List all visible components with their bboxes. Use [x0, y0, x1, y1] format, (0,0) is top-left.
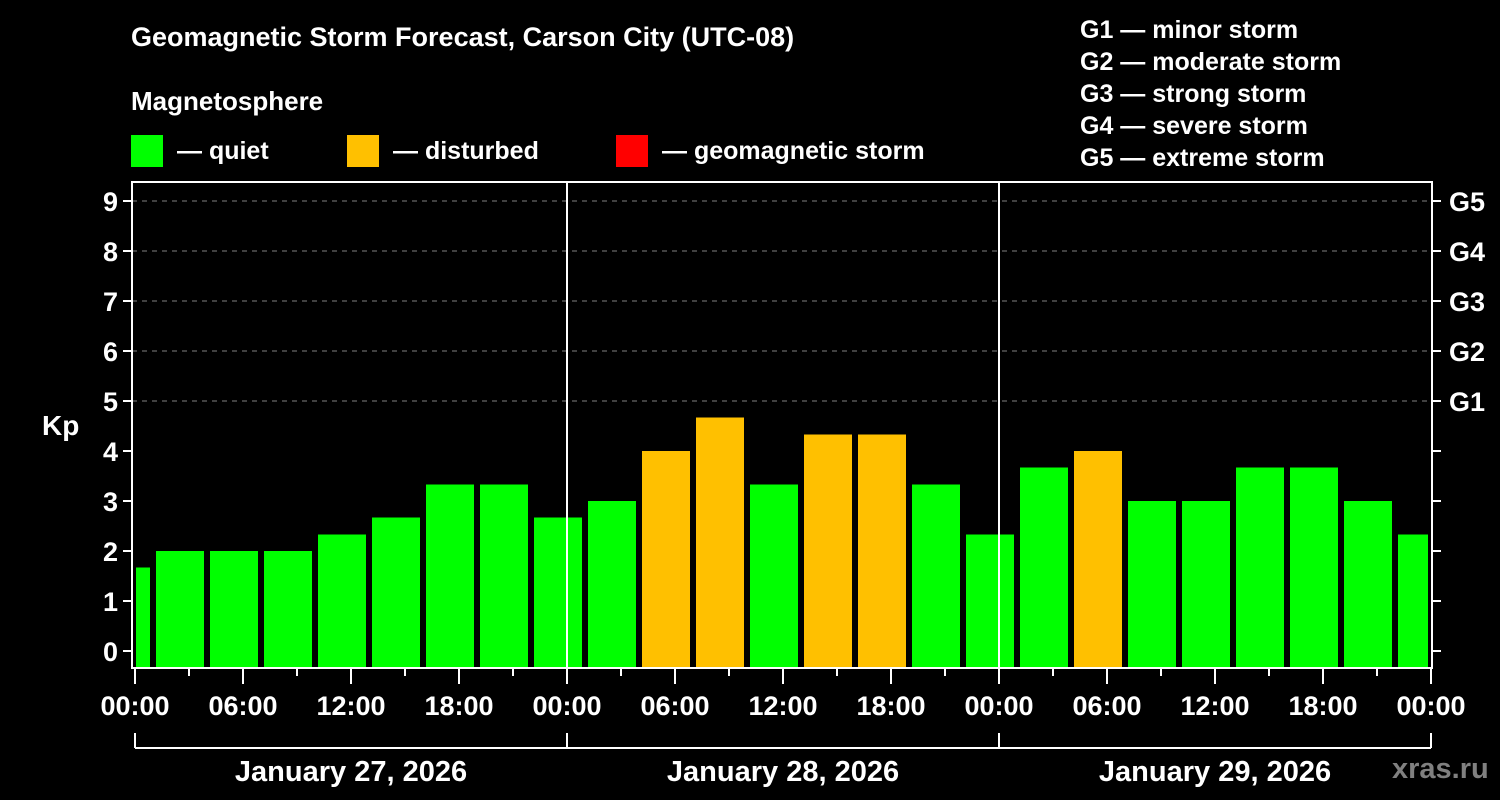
kp-bar [426, 484, 474, 667]
chart-title: Geomagnetic Storm Forecast, Carson City … [131, 22, 795, 52]
kp-bar [642, 451, 690, 667]
y-tick-label: 0 [103, 637, 118, 667]
kp-bar [1074, 451, 1122, 667]
g-level-label: G2 [1449, 337, 1485, 367]
legend-storm: — geomagnetic storm [616, 134, 925, 168]
y-tick-label: 3 [103, 487, 118, 517]
y-tick-label: 4 [103, 437, 118, 467]
x-tick-label: 00:00 [1396, 691, 1465, 721]
y-axis-label: Kp [42, 410, 80, 441]
kp-bar [318, 534, 366, 667]
kp-bar [1182, 501, 1230, 667]
kp-bar [1128, 501, 1176, 667]
y-tick-label: 6 [103, 337, 118, 367]
storm-level-g5: G5 — extreme storm [1080, 144, 1325, 172]
kp-bar [264, 551, 312, 667]
kp-bar [480, 484, 528, 667]
kp-bar [1290, 467, 1338, 667]
g-level-label: G3 [1449, 287, 1485, 317]
g-level-label: G1 [1449, 387, 1485, 417]
kp-bar [210, 551, 258, 667]
kp-bar [156, 551, 204, 667]
chart-subtitle: Magnetosphere [131, 86, 324, 116]
kp-bar [804, 434, 852, 667]
kp-bar [136, 567, 150, 667]
kp-bar [1344, 501, 1392, 667]
legend-swatch-quiet [131, 135, 163, 167]
date-label: January 27, 2026 [235, 756, 467, 788]
legend-swatch-storm [616, 135, 648, 167]
storm-level-g3: G3 — strong storm [1080, 80, 1307, 108]
kp-bar [912, 484, 960, 667]
legend-label-storm: — geomagnetic storm [662, 136, 925, 165]
storm-level-g4: G4 — severe storm [1080, 112, 1308, 140]
x-tick-label: 00:00 [100, 691, 169, 721]
g-level-label: G4 [1449, 237, 1485, 267]
y-tick-label: 8 [103, 237, 118, 267]
x-tick-label: 12:00 [748, 691, 817, 721]
watermark: xras.ru [1392, 753, 1489, 785]
date-label: January 28, 2026 [667, 756, 899, 788]
x-tick-label: 06:00 [208, 691, 277, 721]
storm-level-g2: G2 — moderate storm [1080, 48, 1342, 76]
x-tick-label: 18:00 [1288, 691, 1357, 721]
date-label: January 29, 2026 [1099, 756, 1331, 788]
g-level-label: G5 [1449, 187, 1485, 217]
legend-disturbed: — disturbed [347, 134, 539, 168]
y-tick-label: 7 [103, 287, 118, 317]
y-tick-label: 9 [103, 187, 118, 217]
kp-bar [858, 434, 906, 667]
storm-level-legend: G1 — minor storm G2 — moderate storm G3 … [1080, 14, 1341, 174]
kp-bar [588, 501, 636, 667]
kp-bar [696, 417, 744, 667]
x-tick-label: 00:00 [964, 691, 1033, 721]
x-tick-label: 06:00 [640, 691, 709, 721]
kp-bar [534, 517, 582, 667]
x-tick-label: 00:00 [532, 691, 601, 721]
kp-bar [372, 517, 420, 667]
kp-bar [1398, 534, 1428, 667]
kp-bar [966, 534, 1014, 667]
y-tick-label: 5 [103, 387, 118, 417]
x-tick-label: 06:00 [1072, 691, 1141, 721]
legend-swatch-disturbed [347, 135, 379, 167]
y-tick-label: 2 [103, 537, 118, 567]
kp-bar [1236, 467, 1284, 667]
y-tick-label: 1 [103, 587, 118, 617]
x-tick-label: 18:00 [856, 691, 925, 721]
x-tick-label: 12:00 [1180, 691, 1249, 721]
legend-label-disturbed: — disturbed [393, 136, 539, 165]
kp-bar [750, 484, 798, 667]
legend-label-quiet: — quiet [177, 136, 269, 165]
x-tick-label: 18:00 [424, 691, 493, 721]
kp-bar [1020, 467, 1068, 667]
legend-quiet: — quiet [131, 134, 269, 168]
x-tick-label: 12:00 [316, 691, 385, 721]
storm-level-g1: G1 — minor storm [1080, 16, 1299, 44]
